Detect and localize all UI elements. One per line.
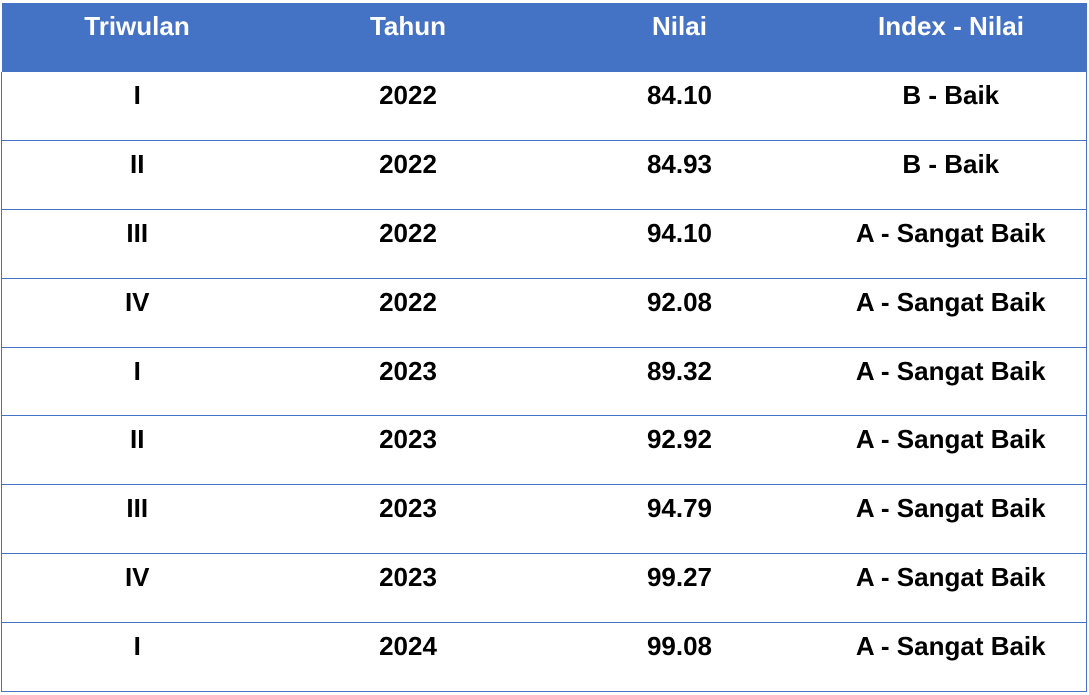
cell-nilai: 84.10 xyxy=(543,72,816,142)
cell-triwulan: I xyxy=(1,72,273,142)
cell-tahun: 2022 xyxy=(272,278,544,348)
cell-index-nilai: B - Baik xyxy=(815,140,1087,211)
cell-triwulan: I xyxy=(1,622,273,692)
cell-tahun: 2022 xyxy=(272,72,544,142)
column-header-triwulan: Triwulan xyxy=(1,3,273,72)
cell-index-nilai: B - Baik xyxy=(815,72,1087,142)
cell-nilai: 84.93 xyxy=(543,140,816,211)
cell-tahun: 2022 xyxy=(272,209,544,279)
cell-index-nilai: A - Sangat Baik xyxy=(815,415,1087,486)
cell-nilai: 94.10 xyxy=(543,209,816,279)
cell-triwulan: III xyxy=(1,484,273,555)
cell-nilai: 94.79 xyxy=(543,484,816,555)
cell-triwulan: I xyxy=(1,347,273,417)
table-row: IV 2022 92.08 A - Sangat Baik xyxy=(1,278,1087,348)
cell-tahun: 2023 xyxy=(272,484,544,555)
cell-index-nilai: A - Sangat Baik xyxy=(815,278,1087,348)
table-row: I 2022 84.10 B - Baik xyxy=(1,72,1087,142)
table-row: III 2022 94.10 A - Sangat Baik xyxy=(1,209,1087,279)
cell-triwulan: IV xyxy=(1,553,273,623)
table-row: II 2022 84.93 B - Baik xyxy=(1,140,1087,211)
cell-nilai: 89.32 xyxy=(543,347,816,417)
cell-nilai: 92.92 xyxy=(543,415,816,486)
cell-triwulan: II xyxy=(1,140,273,211)
column-header-tahun: Tahun xyxy=(272,3,544,72)
cell-index-nilai: A - Sangat Baik xyxy=(815,622,1087,692)
table-body: I 2022 84.10 B - Baik II 2022 84.93 B - … xyxy=(1,72,1087,692)
table-row: I 2024 99.08 A - Sangat Baik xyxy=(1,622,1087,692)
table-row: I 2023 89.32 A - Sangat Baik xyxy=(1,347,1087,417)
cell-nilai: 99.27 xyxy=(543,553,816,623)
cell-tahun: 2022 xyxy=(272,140,544,211)
cell-triwulan: IV xyxy=(1,278,273,348)
table-row: IV 2023 99.27 A - Sangat Baik xyxy=(1,553,1087,623)
cell-tahun: 2023 xyxy=(272,415,544,486)
cell-index-nilai: A - Sangat Baik xyxy=(815,347,1087,417)
score-table: Triwulan Tahun Nilai Index - Nilai I 202… xyxy=(1,3,1087,692)
cell-index-nilai: A - Sangat Baik xyxy=(815,484,1087,555)
header-row: Triwulan Tahun Nilai Index - Nilai xyxy=(1,3,1087,72)
column-header-nilai: Nilai xyxy=(543,3,816,72)
cell-nilai: 99.08 xyxy=(543,622,816,692)
table-row: III 2023 94.79 A - Sangat Baik xyxy=(1,484,1087,555)
table-header: Triwulan Tahun Nilai Index - Nilai xyxy=(1,3,1087,72)
cell-tahun: 2023 xyxy=(272,347,544,417)
cell-index-nilai: A - Sangat Baik xyxy=(815,553,1087,623)
cell-tahun: 2024 xyxy=(272,622,544,692)
table-row: II 2023 92.92 A - Sangat Baik xyxy=(1,415,1087,486)
column-header-index-nilai: Index - Nilai xyxy=(815,3,1087,72)
cell-index-nilai: A - Sangat Baik xyxy=(815,209,1087,279)
cell-triwulan: II xyxy=(1,415,273,486)
cell-triwulan: III xyxy=(1,209,273,279)
cell-tahun: 2023 xyxy=(272,553,544,623)
score-table-container: Triwulan Tahun Nilai Index - Nilai I 202… xyxy=(1,3,1087,692)
cell-nilai: 92.08 xyxy=(543,278,816,348)
